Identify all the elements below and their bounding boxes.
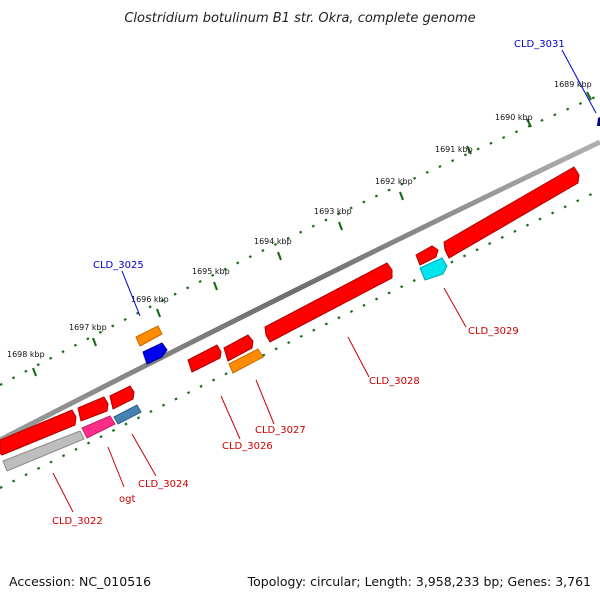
forward-strand-features [135, 117, 600, 365]
genome-backbone [0, 139, 600, 443]
callout-ogt [107, 446, 125, 488]
label-cld-3027[interactable]: CLD_3027 [255, 425, 306, 436]
callout-lines [52, 49, 597, 513]
minor-ticks-inner [0, 189, 600, 489]
label-cld-3022[interactable]: CLD_3022 [52, 516, 103, 527]
inner-tick-ring [0, 189, 600, 489]
minor-ticks-outer [0, 93, 600, 386]
callout-cld-3029 [443, 287, 467, 328]
outer-tick-ring [0, 93, 600, 386]
scale-labels: 1689 kbp 1690 kbp 1691 kbp 1692 kbp 1693… [7, 80, 592, 359]
label-ogt[interactable]: ogt [119, 494, 135, 505]
major-tick [586, 91, 592, 101]
cld-3027-feature[interactable] [228, 348, 264, 374]
cld-3031-feature[interactable] [597, 117, 600, 126]
scale-label-1692: 1692 kbp [375, 177, 413, 186]
gene-labels: CLD_3031 CLD_3025 CLD_3029 CLD_3028 CLD_… [52, 39, 565, 527]
label-cld-3031[interactable]: CLD_3031 [514, 39, 565, 50]
scale-label-1696: 1696 kbp [131, 295, 169, 304]
reverse-strand-features [0, 166, 580, 456]
label-cld-3028[interactable]: CLD_3028 [369, 376, 420, 387]
cld-3025-feature[interactable] [142, 342, 168, 365]
scale-label-1695: 1695 kbp [192, 267, 230, 276]
cld-3026-feature[interactable] [187, 344, 222, 373]
map-title: Clostridium botulinum B1 str. Okra, comp… [124, 11, 475, 26]
callout-cld-3025 [121, 270, 141, 317]
scale-label-1694: 1694 kbp [254, 237, 292, 246]
major-tick [526, 118, 532, 128]
trna-feature-orange[interactable] [135, 325, 163, 347]
major-tick [212, 281, 219, 291]
major-tick [398, 191, 405, 201]
genome-summary-text: Topology: circular; Length: 3,958,233 bp… [247, 574, 591, 589]
scale-label-1689: 1689 kbp [554, 80, 592, 89]
major-ticks [31, 91, 592, 377]
major-tick [91, 337, 98, 347]
major-tick [337, 221, 344, 231]
ogt-feature[interactable] [81, 415, 116, 439]
cld-3029-feature[interactable] [419, 257, 448, 281]
cld-3024-feature[interactable] [113, 404, 142, 425]
label-cld-3024[interactable]: CLD_3024 [138, 479, 189, 490]
gene-arrow-left-2[interactable] [77, 396, 109, 422]
gene-arrow-3027-region[interactable] [223, 334, 254, 362]
gene-arrow-small[interactable] [415, 245, 439, 266]
major-tick [31, 367, 38, 377]
scale-label-1690: 1690 kbp [495, 113, 533, 122]
label-cld-3029[interactable]: CLD_3029 [468, 326, 519, 337]
lower-row-features [2, 257, 448, 472]
cld-3022-feature[interactable] [2, 430, 85, 472]
major-tick [276, 251, 283, 261]
label-cld-3026[interactable]: CLD_3026 [222, 441, 273, 452]
label-cld-3025[interactable]: CLD_3025 [93, 260, 144, 271]
scale-label-1697: 1697 kbp [69, 323, 107, 332]
scale-label-1691: 1691 kbp [435, 145, 473, 154]
callout-cld-3022 [52, 472, 74, 513]
major-tick [155, 308, 162, 318]
scale-label-1693: 1693 kbp [314, 207, 352, 216]
scale-label-1698: 1698 kbp [7, 350, 45, 359]
callout-cld-3024 [131, 433, 157, 477]
gene-arrow-left-1[interactable] [109, 385, 135, 410]
major-tick [466, 145, 472, 155]
gene-arrow-left-3[interactable] [0, 409, 77, 456]
callout-cld-3027 [255, 379, 275, 425]
gene-arrow-large-right[interactable] [443, 166, 580, 259]
callout-cld-3026 [220, 395, 241, 440]
accession-text: Accession: NC_010516 [9, 574, 151, 589]
callout-cld-3031 [561, 49, 597, 114]
cld-3028-feature[interactable] [264, 262, 393, 343]
callout-cld-3028 [347, 336, 370, 378]
